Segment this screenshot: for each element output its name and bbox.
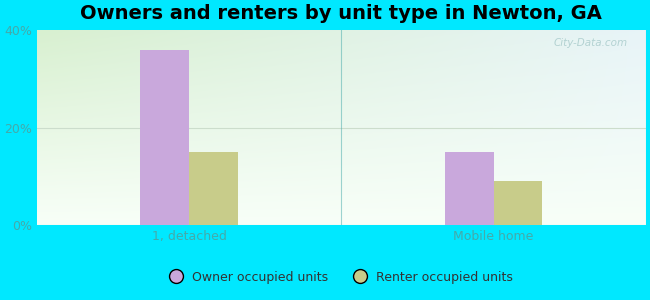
Bar [140, 50, 189, 225]
Bar [493, 181, 542, 225]
Text: City-Data.com: City-Data.com [553, 38, 627, 48]
Title: Owners and renters by unit type in Newton, GA: Owners and renters by unit type in Newto… [81, 4, 603, 23]
Bar [445, 152, 493, 225]
Legend: Owner occupied units, Renter occupied units: Owner occupied units, Renter occupied un… [165, 266, 518, 289]
Bar [189, 152, 238, 225]
